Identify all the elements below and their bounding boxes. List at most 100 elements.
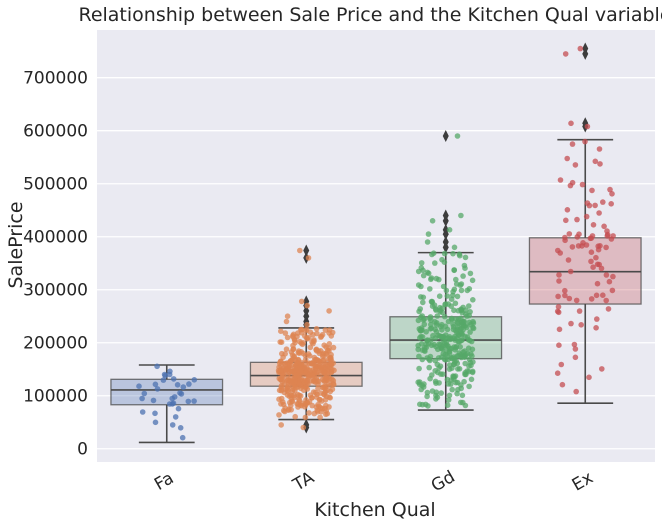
strip-point: [310, 372, 316, 379]
strip-point: [458, 307, 465, 314]
strip-point: [285, 383, 292, 389]
strip-point: [606, 278, 613, 285]
strip-point: [605, 306, 612, 312]
strip-point: [565, 257, 572, 263]
box-Ex: [528, 42, 642, 404]
strip-point: [584, 123, 591, 130]
strip-point: [596, 146, 603, 152]
strip-point: [461, 354, 468, 361]
strip-point: [427, 286, 433, 292]
strip-point: [455, 320, 461, 327]
strip-point: [446, 392, 453, 399]
strip-point: [284, 313, 291, 320]
strip-point: [417, 335, 423, 341]
strip-point: [139, 409, 146, 415]
strip-point: [326, 404, 332, 410]
strip-point: [450, 354, 457, 360]
strip-point: [185, 398, 192, 405]
strip-point: [305, 255, 312, 261]
strip-point: [461, 348, 468, 354]
strip-point: [280, 354, 286, 361]
strip-point: [431, 302, 438, 308]
strip-point: [298, 363, 304, 370]
strip-point: [448, 303, 455, 310]
strip-point: [440, 371, 446, 378]
strip-point: [571, 341, 578, 348]
strip-point: [302, 360, 309, 366]
strip-point: [588, 296, 595, 302]
strip-point: [588, 258, 594, 265]
strip-point: [429, 372, 435, 378]
strip-point: [315, 348, 322, 354]
strip-point: [327, 395, 334, 401]
strip-point: [323, 411, 329, 418]
strip-point: [277, 367, 284, 373]
strip-point: [578, 322, 584, 328]
strip-point: [162, 372, 168, 379]
strip-point: [593, 254, 599, 261]
strip-point: [441, 250, 448, 257]
strip-point: [302, 379, 308, 386]
strip-point: [460, 273, 466, 279]
strip-point: [418, 325, 425, 331]
strip-point: [458, 212, 464, 219]
strip-point: [451, 307, 457, 314]
strip-point: [152, 381, 159, 388]
strip-point: [282, 361, 288, 368]
strip-point: [574, 234, 581, 240]
strip-point: [569, 179, 576, 186]
box-iqr: [110, 378, 224, 406]
strip-point: [419, 356, 426, 363]
strip-point: [302, 333, 308, 339]
strip-point: [418, 265, 425, 271]
strip-point: [468, 351, 474, 357]
strip-point: [562, 51, 569, 57]
strip-point: [299, 400, 306, 407]
strip-point: [432, 335, 439, 341]
strip-point: [154, 386, 161, 392]
strip-point: [298, 298, 305, 305]
x-tick-label: TA: [289, 468, 318, 496]
strip-point: [278, 395, 285, 402]
strip-point: [328, 362, 335, 369]
strip-point: [455, 386, 461, 393]
strip-point: [318, 398, 325, 404]
strip-point: [453, 281, 460, 287]
strip-point: [427, 357, 433, 364]
strip-point: [179, 434, 186, 441]
strip-point: [453, 316, 459, 322]
strip-point: [282, 330, 289, 336]
strip-point: [191, 398, 197, 404]
strip-point: [428, 275, 435, 281]
strip-point: [459, 392, 466, 399]
strip-point: [438, 390, 445, 396]
outlier-marker: [582, 42, 589, 55]
strip-point: [554, 370, 561, 377]
strip-point: [468, 362, 474, 369]
strip-point: [444, 402, 451, 409]
strip-point: [419, 382, 426, 389]
strip-point: [419, 401, 426, 408]
x-tick-label: Fa: [151, 468, 177, 495]
strip-point: [329, 329, 336, 336]
strip-point: [307, 329, 314, 336]
strip-point: [438, 354, 445, 360]
x-axis-label: Kitchen Qual: [314, 499, 435, 521]
outlier-marker: [442, 236, 449, 249]
strip-point: [468, 321, 474, 328]
strip-point: [572, 162, 579, 168]
strip-point: [441, 259, 448, 266]
strip-point: [452, 300, 459, 307]
strip-point: [448, 345, 455, 352]
strip-point: [436, 380, 442, 386]
strip-point: [441, 313, 448, 320]
strip-point: [313, 404, 320, 410]
strip-point: [150, 397, 157, 404]
strip-point: [418, 341, 425, 347]
strip-point: [289, 398, 296, 405]
strip-point: [424, 337, 431, 343]
strip-point: [276, 360, 283, 367]
outlier-marker: [303, 244, 310, 257]
strip-point: [298, 368, 304, 375]
